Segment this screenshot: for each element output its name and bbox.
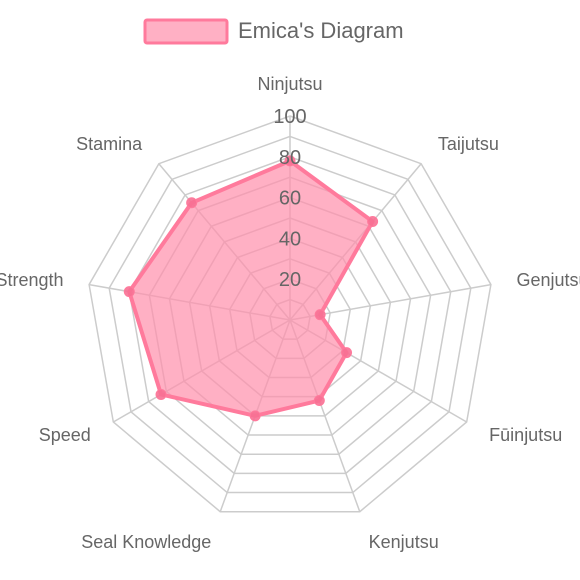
axis-label-kenjutsu: Kenjutsu [369,532,439,552]
axis-label-taijutsu: Taijutsu [438,134,499,154]
data-point-taijutsu[interactable] [367,216,379,228]
data-point-stamina[interactable] [186,197,198,209]
axis-label-stamina: Stamina [76,134,143,154]
axis-label-ninjutsu: Ninjutsu [257,74,322,94]
series-layer [123,155,379,422]
axis-label-genjutsu: Genjutsu [517,270,580,290]
data-point-f-injutsu[interactable] [341,347,353,359]
axis-label-f-injutsu: Fūinjutsu [489,425,562,445]
axis-label-speed: Speed [39,425,91,445]
axis-label-seal-knowledge: Seal Knowledge [81,532,211,552]
legend[interactable]: Emica's Diagram [143,18,404,45]
data-point-speed[interactable] [155,388,167,400]
data-point-strength[interactable] [123,286,135,298]
tick-label-80: 80 [279,147,301,169]
tick-label-20: 20 [279,269,301,291]
legend-label: Emica's Diagram [238,18,404,43]
axis-label-strength: Strength [0,270,63,290]
axis-labels: Ninjutsu Taijutsu Genjutsu Fūinjutsu Kenjuts… [0,74,580,552]
data-point-kenjutsu[interactable] [313,395,325,407]
series-area [127,158,375,418]
legend-swatch [143,18,229,45]
tick-label-60: 60 [279,188,301,210]
data-point-ninjutsu[interactable] [284,155,296,167]
radial-ticks: 20 40 60 80 100 [273,106,306,291]
grid-ring-9 [108,135,472,494]
radar-grid [88,115,492,513]
tick-label-40: 40 [279,228,301,250]
data-point-seal-knowledge[interactable] [249,410,261,422]
data-point-genjutsu[interactable] [314,309,326,321]
tick-label-100: 100 [273,106,306,128]
grid-ring-8 [128,156,452,475]
grid-ring-10 [88,115,492,513]
